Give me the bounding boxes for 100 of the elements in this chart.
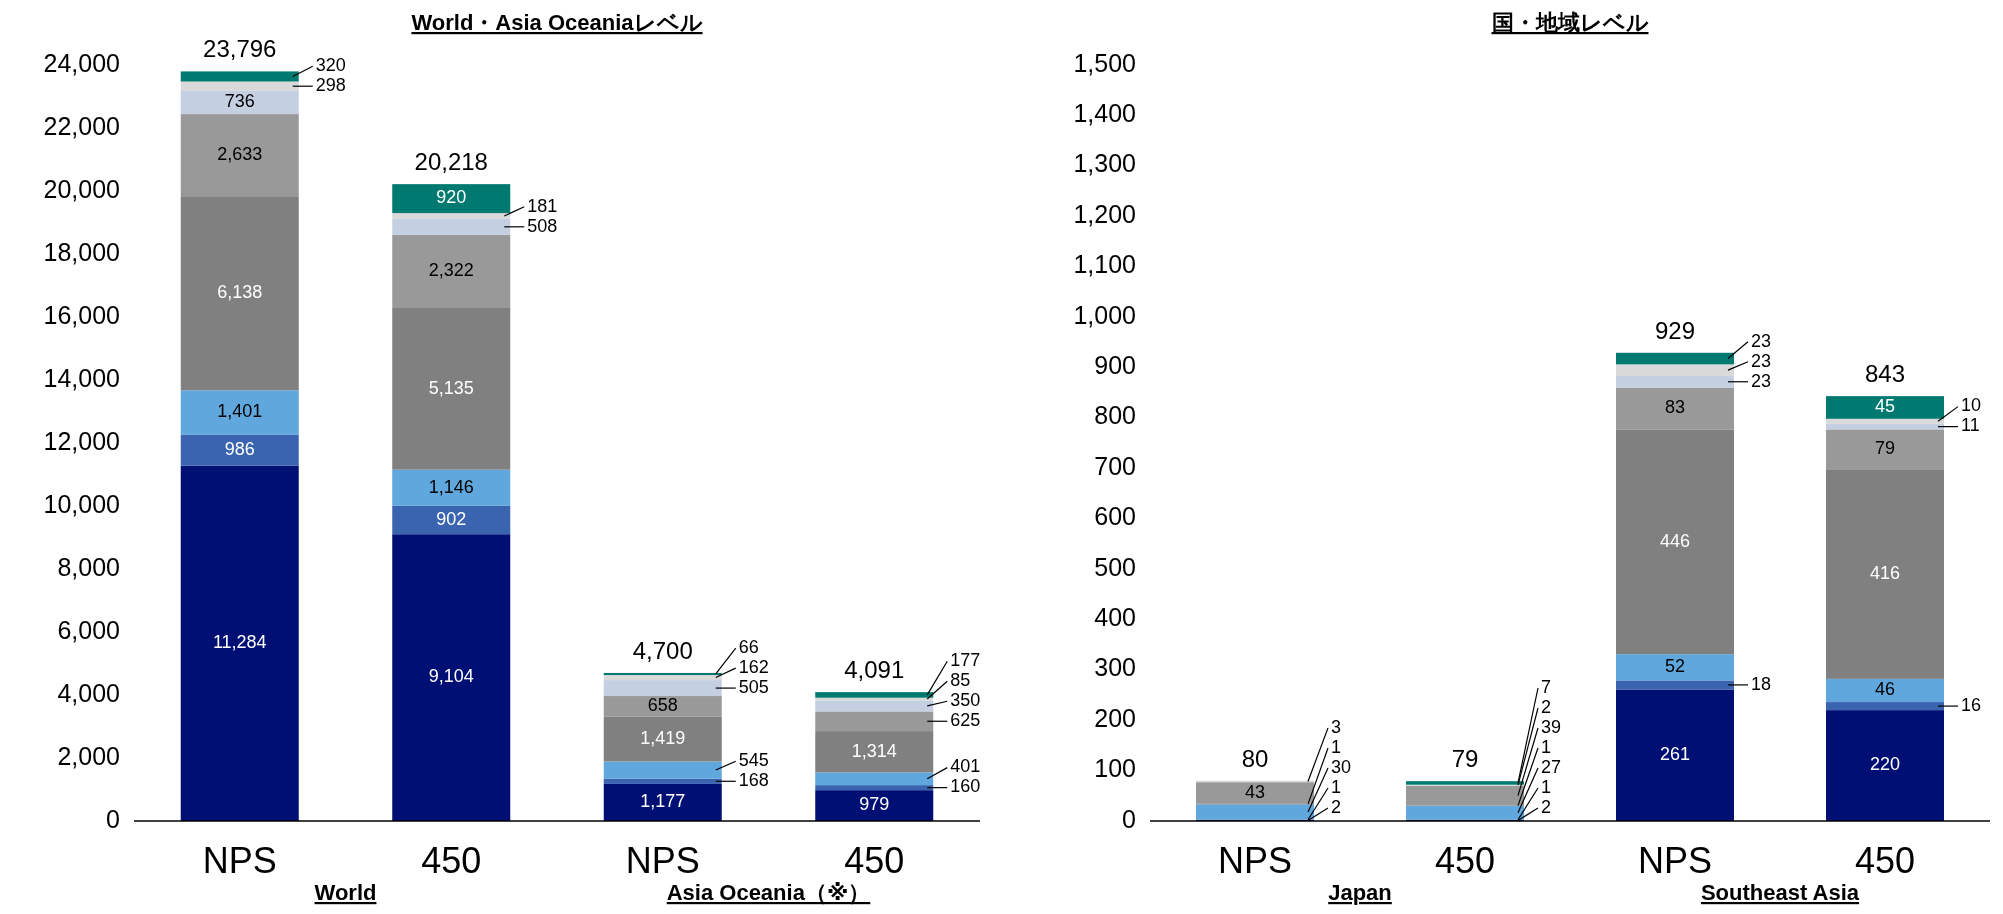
x-tick-label: 450 [1434,840,1496,881]
data-label: 11 [1961,415,1980,436]
data-label: 52 [1664,656,1686,677]
data-label: 168 [738,770,769,791]
data-label: 10 [1961,395,1982,416]
data-label: 350 [950,690,981,711]
data-label: 986 [224,438,255,459]
y-tick-label: 18,000 [43,237,120,266]
data-label: 3 [1331,716,1342,737]
y-tick-label: 800 [1094,401,1136,430]
data-label: 9,104 [428,666,474,687]
data-label: 658 [647,695,678,716]
total-label: 929 [1654,316,1696,344]
data-label: 23 [1751,350,1772,371]
data-label: 446 [1659,530,1691,551]
data-label: 79 [1874,438,1896,459]
y-tick-label: 1,500 [1073,48,1136,77]
data-label: 83 [1664,397,1686,418]
data-label: 298 [315,74,346,95]
y-tick-label: 2,000 [57,741,120,770]
x-tick-label: NPS [1217,840,1293,881]
data-label: 1 [1331,776,1342,797]
data-label: 30 [1331,756,1352,777]
y-tick-label: 0 [1122,804,1136,833]
data-label: 1,146 [428,476,474,497]
data-label: 27 [1541,756,1562,777]
x-tick-label: 450 [421,840,482,881]
data-label: 162 [738,656,769,677]
data-label: 920 [436,187,467,208]
data-label: 11,284 [212,632,267,653]
data-label: 1,401 [217,401,263,422]
y-tick-label: 300 [1094,653,1136,682]
y-tick-label: 4,000 [57,678,120,707]
data-label: 46 [1874,679,1896,700]
y-tick-label: 900 [1094,351,1136,380]
data-label: 220 [1869,754,1901,775]
data-label: 16 [1961,694,1982,715]
y-tick-label: 1,100 [1073,250,1136,279]
data-label: 505 [738,676,769,697]
y-tick-label: 12,000 [43,426,120,455]
total-label: 843 [1864,360,1906,388]
x-tick-label: NPS [625,840,700,881]
y-tick-label: 700 [1094,451,1136,480]
data-label: 2 [1541,796,1552,817]
data-label: 320 [315,54,346,75]
text: Japan [1328,880,1392,905]
data-label: 625 [950,710,981,731]
data-label: 45 [1874,396,1896,417]
y-tick-label: 20,000 [43,174,120,203]
text: Southeast Asia [1700,880,1860,905]
x-tick-label: 450 [844,840,905,881]
data-label: 23 [1751,330,1772,351]
x-tick-label: 450 [1854,840,1916,881]
x-tick-label: NPS [1637,840,1713,881]
data-label: 6,138 [217,282,263,303]
y-tick-label: 200 [1094,703,1136,732]
text: World [314,880,377,905]
data-label: 401 [950,756,981,777]
y-tick-label: 6,000 [57,615,120,644]
data-label: 18 [1751,673,1772,694]
total-label: 80 [1241,744,1269,772]
data-label: 508 [527,215,558,236]
data-label: 545 [738,750,769,771]
data-label: 39 [1541,716,1562,737]
y-tick-label: 22,000 [43,111,120,140]
data-label: 1 [1331,736,1342,757]
data-label: 416 [1869,562,1901,583]
total-label: 4,091 [844,656,905,684]
data-label: 1,314 [851,740,897,761]
total-label: 20,218 [414,148,488,176]
data-label: 85 [950,670,971,691]
data-label: 7 [1541,676,1552,697]
data-label: 1 [1541,776,1552,797]
x-tick-label: NPS [202,840,277,881]
data-label: 1 [1541,736,1552,757]
data-label: 5,135 [428,377,474,398]
data-label: 1,177 [640,791,686,812]
text: Asia Oceania（※） [666,880,871,905]
data-label: 2,633 [217,144,263,165]
data-label: 2 [1331,796,1342,817]
data-label: 2,322 [428,260,474,281]
y-tick-label: 1,400 [1073,99,1136,128]
data-label: 902 [436,508,467,529]
y-tick-label: 1,200 [1073,199,1136,228]
y-tick-label: 14,000 [43,363,120,392]
data-label: 1,419 [640,727,686,748]
total-label: 23,796 [203,35,277,63]
y-tick-label: 8,000 [57,552,120,581]
y-tick-label: 400 [1094,603,1136,632]
chart-title: 国・地域レベル [1491,10,1649,35]
y-tick-label: 0 [106,804,120,833]
data-label: 979 [859,794,890,815]
data-label: 2 [1541,696,1552,717]
y-tick-label: 16,000 [43,300,120,329]
total-label: 4,700 [632,636,693,664]
chart-title: World・Asia Oceaniaレベル [411,10,703,35]
data-label: 160 [950,776,981,797]
y-tick-label: 500 [1094,552,1136,581]
y-tick-label: 10,000 [43,489,120,518]
data-label: 736 [224,91,255,112]
